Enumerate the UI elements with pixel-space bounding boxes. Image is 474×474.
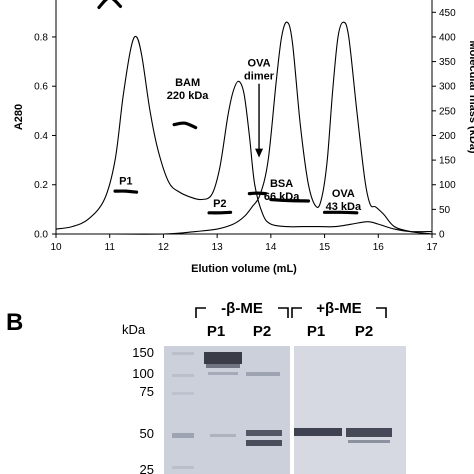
- series-line-2: [56, 21, 433, 235]
- gel-band: [346, 428, 392, 437]
- mass-segment: [322, 210, 359, 215]
- gel-band: [172, 352, 194, 355]
- gel-marker-label: 100: [132, 366, 154, 381]
- gel-lane-label: P1: [307, 323, 325, 340]
- gel-bracket-right: [278, 307, 289, 318]
- mass-segment: [269, 197, 311, 203]
- gel-right-background: [294, 346, 406, 474]
- chart-annotations: P1 BAM 220 kDa OVA dimer P2 BSA 66 kDa OVA 43 kDa: [119, 58, 362, 214]
- panel-b-gel: B kDa 150 100 75 50 25 -β-ME P1 P2 +β-ME P1 P2: [6, 300, 406, 474]
- molecular-mass-segments: [97, 0, 359, 215]
- gel-band: [348, 440, 390, 443]
- panel-letter-b: B: [6, 309, 23, 336]
- x-axis-title: Elution volume (mL): [191, 263, 297, 275]
- y-tick-label-right: 300: [439, 82, 456, 93]
- annotation-label: BSA 66 kDa: [264, 178, 300, 203]
- gel-lane-label: P2: [253, 323, 271, 340]
- mass-segment: [172, 121, 198, 130]
- gel-kda-label: kDa: [122, 322, 146, 337]
- gel-band: [172, 392, 194, 395]
- mass-segment: [113, 189, 139, 194]
- gel-lane-headers: -β-ME P1 P2 +β-ME P1 P2: [195, 300, 387, 340]
- gel-marker-label: 50: [140, 426, 154, 441]
- x-tick-label: 17: [426, 242, 438, 253]
- gel-band: [246, 430, 282, 436]
- annotation-label: OVA 43 kDa: [326, 188, 362, 213]
- annotation-label: BAM 220 kDa: [167, 77, 209, 102]
- gel-marker-label: 150: [132, 345, 154, 360]
- y-tick-label-left: 0.2: [34, 180, 48, 191]
- gel-separator: [290, 346, 294, 474]
- ova-dimer-arrowhead: [255, 148, 264, 158]
- gel-lane-label: P2: [355, 323, 373, 340]
- gel-marker-label: 75: [140, 384, 154, 399]
- y-tick-label-right: 450: [439, 8, 456, 19]
- x-tick-label: 10: [50, 242, 62, 253]
- gel-band: [206, 364, 240, 368]
- gel-group-label: +β-ME: [316, 300, 361, 317]
- gel-bracket-left: [195, 307, 206, 318]
- gel-marker-labels: 150 100 75 50 25: [132, 345, 154, 474]
- mass-segment: [97, 0, 123, 9]
- gel-band: [210, 434, 236, 437]
- gel-band: [294, 428, 342, 436]
- chart-axes: 10 11 12 13 14 15 16 17 0.0 0.2 0.4 0.6 0.8 0 50 100 150…: [13, 0, 474, 275]
- gel-bracket-right: [376, 307, 387, 318]
- y-tick-label-left: 0.8: [34, 32, 48, 43]
- y-tick-label-right: 50: [439, 205, 451, 216]
- annotation-label: P1: [119, 176, 132, 188]
- y-tick-label-left: 0.0: [34, 230, 48, 241]
- gel-band: [246, 372, 280, 376]
- gel-lane-label: P1: [207, 323, 225, 340]
- annotation-label: P2: [213, 198, 226, 210]
- x-tick-label: 11: [105, 242, 116, 253]
- y-tick-label-right: 150: [439, 156, 456, 167]
- y-axis-left-title: A280: [13, 104, 25, 130]
- x-tick-label: 12: [158, 242, 170, 253]
- y-tick-label-right: 200: [439, 131, 456, 142]
- gel-band: [246, 440, 282, 446]
- x-tick-label: 13: [212, 242, 224, 253]
- y-tick-label-left: 0.4: [34, 131, 48, 142]
- y-axis-right-title: Molecular mass (kDa): [467, 40, 474, 153]
- y-tick-label-right: 400: [439, 32, 456, 43]
- annotation-label: OVA dimer: [244, 58, 275, 83]
- gel-band: [204, 352, 242, 364]
- y-tick-label-right: 0: [439, 230, 445, 241]
- gel-marker-label: 25: [140, 462, 154, 474]
- gel-bracket-left: [291, 307, 302, 318]
- y-tick-label-right: 350: [439, 57, 456, 68]
- y-tick-label-left: 0.6: [34, 82, 48, 93]
- panel-a-chart: 10 11 12 13 14 15 16 17 0.0 0.2 0.4 0.6 0.8 0 50 100 150…: [13, 0, 474, 275]
- y-tick-label-right: 100: [439, 180, 456, 191]
- gel-band: [208, 372, 238, 375]
- chart-series: [55, 21, 433, 235]
- gel-band: [172, 374, 194, 377]
- x-tick-label: 14: [265, 242, 277, 253]
- gel-image: [164, 346, 406, 474]
- series-line-1: [55, 35, 433, 233]
- gel-band: [172, 466, 194, 469]
- gel-band: [172, 433, 194, 438]
- mass-segment: [207, 210, 233, 215]
- x-tick-label: 16: [373, 242, 385, 253]
- gel-group-label: -β-ME: [221, 300, 263, 317]
- x-tick-label: 15: [319, 242, 331, 253]
- y-tick-label-right: 250: [439, 106, 456, 117]
